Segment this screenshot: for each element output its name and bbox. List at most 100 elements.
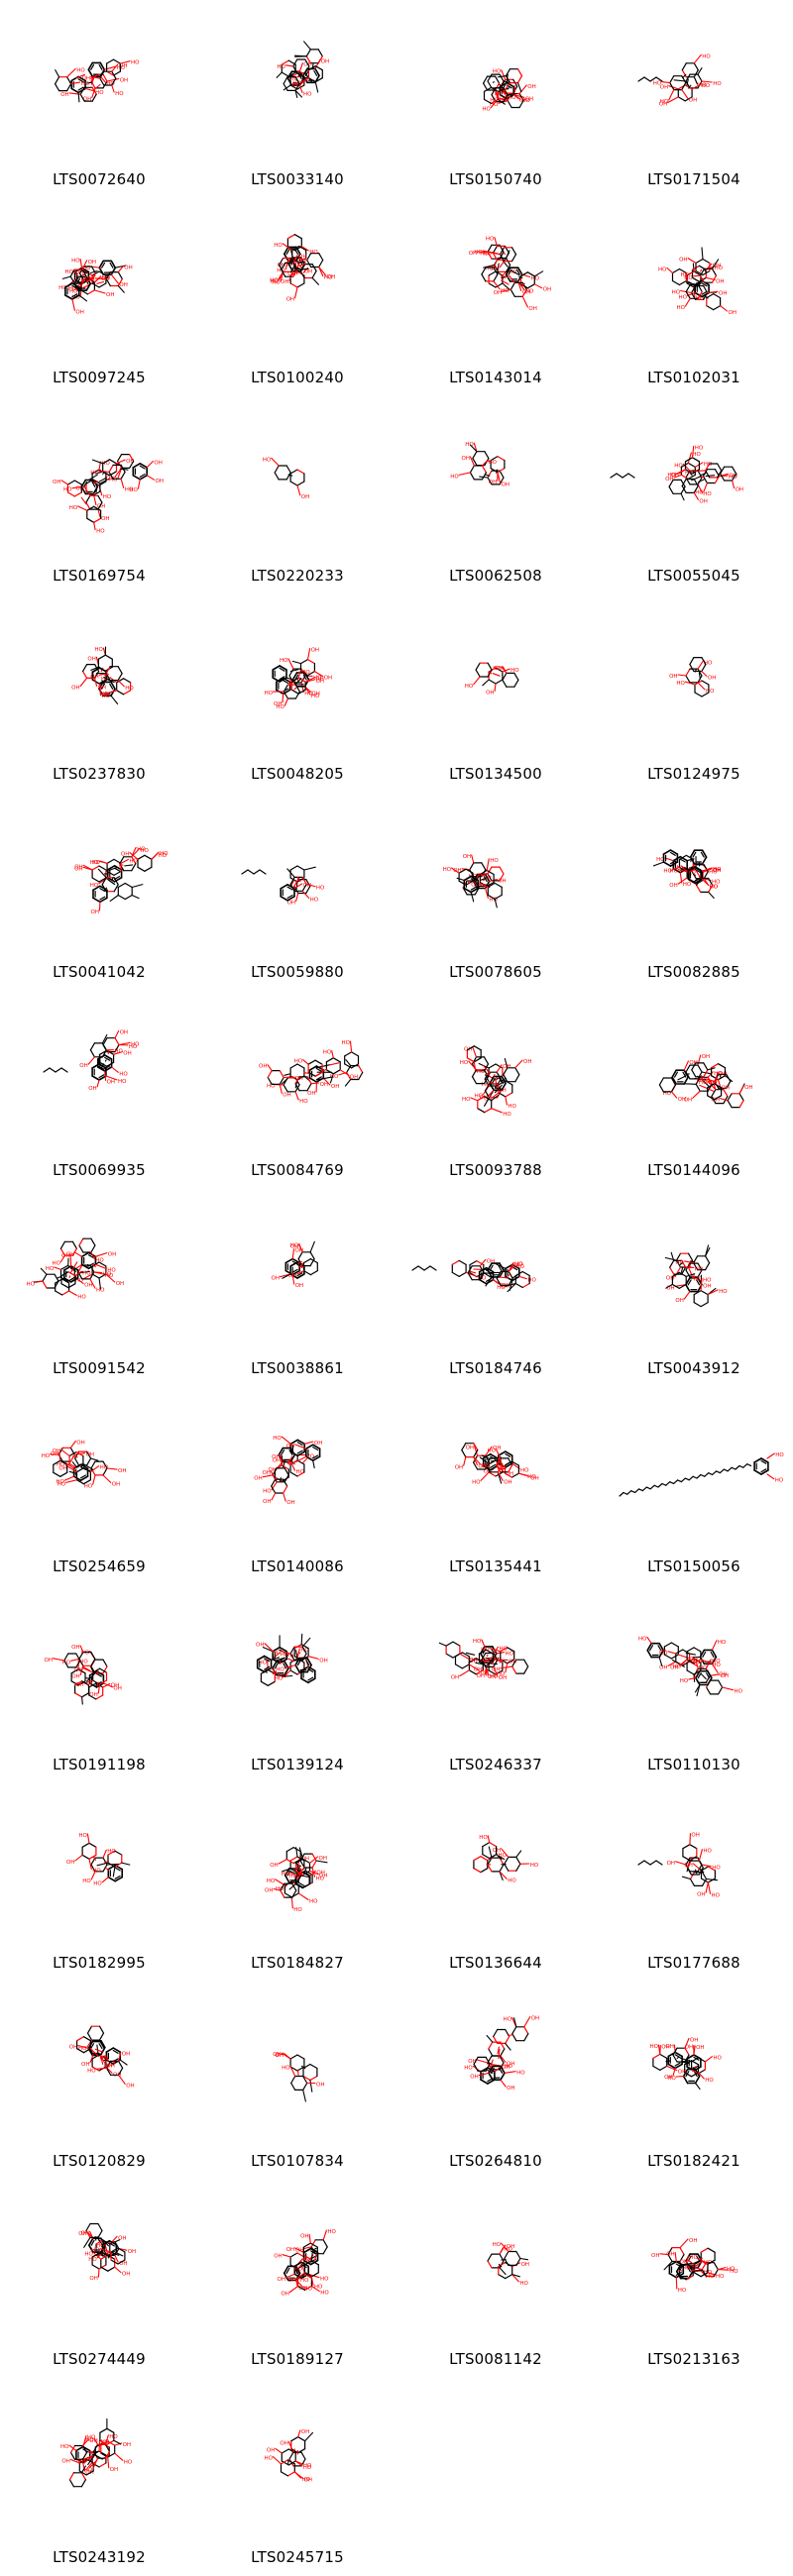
svg-text:OH: OH <box>451 1675 459 1681</box>
svg-text:OH: OH <box>486 691 494 697</box>
svg-text:HO: HO <box>660 99 669 105</box>
svg-text:HO: HO <box>114 1049 123 1055</box>
svg-text:OH: OH <box>506 1471 513 1477</box>
svg-text:HO: HO <box>465 442 474 448</box>
molecule-cell: HO OH OH OH HO OH HO OH OH OH OH LTS0191198 <box>0 1585 198 1783</box>
svg-text:OH: OH <box>684 1097 692 1103</box>
svg-text:OH: OH <box>53 480 60 485</box>
svg-text:OH: OH <box>471 882 479 888</box>
svg-text:OH: OH <box>274 2254 282 2260</box>
svg-text:OH: OH <box>123 2442 131 2448</box>
svg-text:HO: HO <box>692 452 701 458</box>
svg-text:HO: HO <box>159 853 168 859</box>
svg-text:HO: HO <box>259 1660 268 1665</box>
svg-text:HO: HO <box>69 288 78 294</box>
svg-text:HO: HO <box>137 846 146 852</box>
svg-text:OH: OH <box>45 1658 53 1664</box>
svg-text:HO: HO <box>713 81 722 87</box>
svg-text:HO: HO <box>303 2258 312 2264</box>
svg-text:HO: HO <box>508 1878 516 1883</box>
molecule-id-label: LTS0143014 <box>449 369 542 386</box>
svg-text:HO: HO <box>531 276 540 282</box>
svg-text:OH: OH <box>101 516 109 522</box>
svg-text:OH: OH <box>118 2235 126 2241</box>
svg-text:OH: OH <box>716 278 724 284</box>
svg-text:OH: OH <box>89 1692 97 1698</box>
svg-text:OH: OH <box>71 1645 79 1651</box>
svg-text:HO: HO <box>327 2229 336 2235</box>
svg-text:OH: OH <box>316 2083 324 2089</box>
svg-text:HO: HO <box>706 2274 715 2280</box>
svg-text:OH: OH <box>75 269 83 275</box>
svg-text:HO: HO <box>277 268 285 274</box>
svg-text:HO: HO <box>473 1639 482 1645</box>
svg-text:HO: HO <box>663 869 672 875</box>
molecule-structure-image: HOHOOHHOOHOHOHOHHOOHHOHOOHOHHOHOHO <box>53 453 164 535</box>
svg-text:HO: HO <box>669 869 678 875</box>
svg-text:OH: OH <box>697 1078 705 1084</box>
molecule-cell: OHOHHOHOOHOHHOOHHOHOHOHOLTS0072640 <box>0 0 198 198</box>
svg-text:OH: OH <box>704 1080 712 1086</box>
svg-text:OH: OH <box>519 97 527 103</box>
svg-text:HO: HO <box>42 1453 51 1459</box>
molecule-id-label: LTS0110130 <box>647 1756 740 1773</box>
svg-text:OH: OH <box>267 2447 275 2453</box>
svg-text:HO: HO <box>84 2468 93 2474</box>
svg-text:OH: OH <box>272 1276 280 1282</box>
svg-text:HO: HO <box>500 1646 509 1652</box>
molecule-id-label: LTS0182421 <box>647 2152 740 2170</box>
svg-text:HO: HO <box>131 60 140 66</box>
molecule-structure-image: OHHOHOOHOHOHOHOHOHHOOHHOHOOHOHOHHOOH <box>438 1639 529 1681</box>
molecule-cell: OH HO HO OH HO LTS0081142 <box>396 2180 595 2378</box>
molecule-cell: OH HO HO HO OH LTS0134500 <box>396 594 595 793</box>
svg-text:HO: HO <box>506 1652 514 1658</box>
svg-text:OH: OH <box>507 2086 514 2092</box>
svg-text:HO: HO <box>276 704 284 710</box>
svg-text:OH: OH <box>120 78 128 84</box>
svg-text:OH: OH <box>319 1856 327 1862</box>
svg-text:HO: HO <box>99 2056 108 2062</box>
molecule-cell: OH OH HO OH OH OH LTS0038861 <box>198 1189 396 1387</box>
svg-text:OH: OH <box>314 1441 322 1447</box>
svg-text:HO: HO <box>303 2465 312 2471</box>
svg-text:OH: OH <box>82 76 90 82</box>
molecule-structure-image: HOHOHOHOHOHOHOOHHOHOOH <box>256 1633 328 1686</box>
svg-text:OH: OH <box>272 1454 280 1460</box>
svg-text:OH: OH <box>98 685 106 691</box>
svg-text:HO: HO <box>96 529 105 535</box>
svg-text:OH: OH <box>276 2053 283 2059</box>
svg-text:HO: HO <box>272 280 281 286</box>
molecule-structure-image: HOHOHOOHOHOHOHOHOHHOHOHOOHHOHOHO <box>469 237 551 312</box>
svg-text:HO: HO <box>516 1264 525 1270</box>
svg-text:HO: HO <box>265 691 274 697</box>
svg-text:OH: OH <box>273 1457 281 1463</box>
svg-text:HO: HO <box>490 102 499 108</box>
svg-text:HO: HO <box>775 1478 784 1484</box>
svg-text:HO: HO <box>673 1664 682 1669</box>
molecule-id-label: LTS0189127 <box>251 2350 344 2368</box>
molecule-cell: OH HO OH HO OH HO HO OH HO OH LTS0069935 <box>0 991 198 1189</box>
svg-text:OH: OH <box>321 59 329 65</box>
molecule-cell: OH OH OH HO HO HO HO HO HO OH OH OH OH LTS0084769 <box>198 991 396 1189</box>
svg-text:OH: OH <box>122 2272 130 2278</box>
svg-text:HO: HO <box>706 689 715 695</box>
svg-text:OH: OH <box>126 459 134 465</box>
svg-text:HO: HO <box>490 1674 499 1680</box>
svg-text:HO: HO <box>125 686 134 692</box>
svg-text:HO: HO <box>290 1243 299 1249</box>
svg-text:OH: OH <box>501 274 509 280</box>
svg-text:OH: OH <box>304 2477 312 2483</box>
svg-text:HO: HO <box>82 266 91 271</box>
svg-text:OH: OH <box>112 1481 120 1487</box>
svg-text:OH: OH <box>89 2438 97 2444</box>
svg-text:OH: OH <box>106 292 114 298</box>
svg-text:OH: OH <box>316 1870 324 1876</box>
svg-text:HO: HO <box>105 1273 114 1279</box>
svg-text:HO: HO <box>683 882 692 888</box>
